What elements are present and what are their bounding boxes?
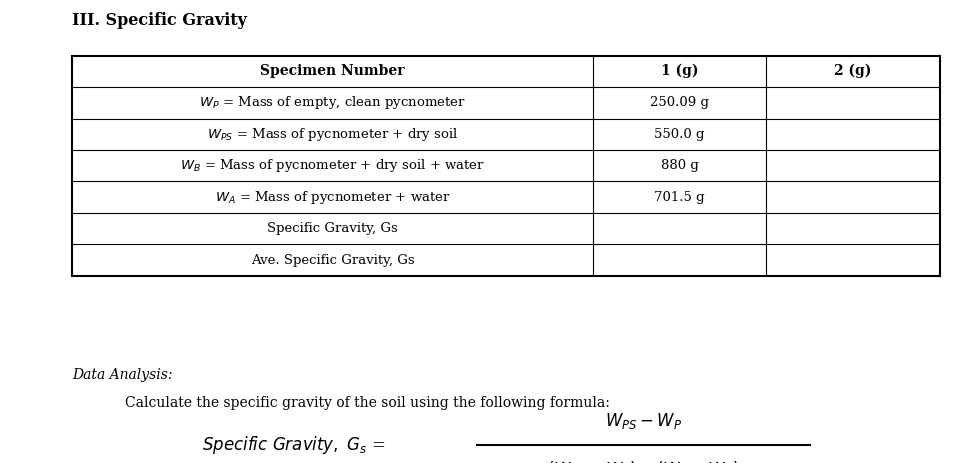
Text: 250.09 g: 250.09 g: [650, 96, 710, 109]
Text: III. Specific Gravity: III. Specific Gravity: [72, 12, 247, 29]
Text: Ave. Specific Gravity, Gs: Ave. Specific Gravity, Gs: [251, 254, 415, 267]
Text: 1 (g): 1 (g): [661, 64, 698, 79]
Text: 701.5 g: 701.5 g: [655, 191, 705, 204]
Text: Specimen Number: Specimen Number: [260, 64, 405, 78]
Text: Calculate the specific gravity of the soil using the following formula:: Calculate the specific gravity of the so…: [125, 396, 610, 410]
Text: Specific Gravity, Gs: Specific Gravity, Gs: [267, 222, 398, 235]
Text: $\mathit{Specific\ Gravity,\ G_s}$ =: $\mathit{Specific\ Gravity,\ G_s}$ =: [202, 434, 386, 457]
Text: $W_P$ = Mass of empty, clean pycnometer: $W_P$ = Mass of empty, clean pycnometer: [200, 94, 466, 111]
Text: $W_B$ = Mass of pycnometer + dry soil + water: $W_B$ = Mass of pycnometer + dry soil + …: [180, 157, 485, 174]
Text: 550.0 g: 550.0 g: [655, 128, 705, 141]
Text: $\mathit{(W_{PS} - W_P) + (W_A - W_B)}$: $\mathit{(W_{PS} - W_P) + (W_A - W_B)}$: [547, 459, 740, 463]
Text: 880 g: 880 g: [660, 159, 699, 172]
Text: 2 (g): 2 (g): [835, 64, 871, 79]
Text: Data Analysis:: Data Analysis:: [72, 368, 173, 382]
Text: $W_{PS}$ = Mass of pycnometer + dry soil: $W_{PS}$ = Mass of pycnometer + dry soil: [207, 126, 458, 143]
Text: $\mathit{W_{PS} - W_P}$: $\mathit{W_{PS} - W_P}$: [604, 411, 683, 432]
Text: $W_A$ = Mass of pycnometer + water: $W_A$ = Mass of pycnometer + water: [215, 189, 450, 206]
